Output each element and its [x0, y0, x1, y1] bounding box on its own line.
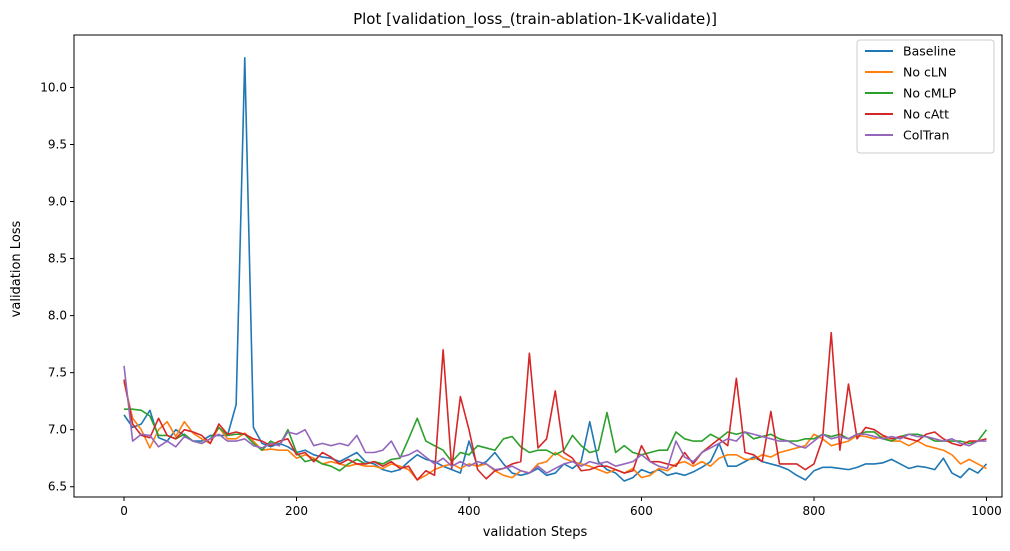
legend-label: No cLN: [903, 65, 947, 80]
x-tick-label: 800: [803, 504, 826, 518]
legend: Baseline No cLN No cMLP No cAtt ColTran: [856, 39, 995, 154]
x-tick-label: 1000: [971, 504, 1002, 518]
x-tick-label: 0: [120, 504, 128, 518]
y-axis-label: validation Loss: [9, 220, 24, 317]
x-tick-label: 600: [630, 504, 653, 518]
series-line-no-cln: [123, 381, 987, 481]
legend-label: Baseline: [903, 44, 956, 59]
series-layer: [123, 57, 988, 482]
legend-label: No cAtt: [903, 107, 949, 122]
y-tick-label: 8.0: [48, 309, 67, 323]
y-tick-label: 7.5: [48, 366, 67, 380]
legend-label: No cMLP: [903, 86, 957, 101]
legend-label: ColTran: [903, 128, 949, 143]
y-tick-label: 7.0: [48, 423, 67, 437]
series-line-coltran: [123, 365, 987, 474]
y-tick-label: 8.5: [48, 252, 67, 266]
y-tick-label: 9.5: [48, 138, 67, 152]
y-tick-label: 6.5: [48, 480, 67, 494]
legend-box: [856, 39, 995, 154]
x-tick-label: 200: [285, 504, 308, 518]
x-tick-label: 400: [458, 504, 481, 518]
y-tick-label: 10.0: [40, 80, 67, 94]
plot-frame: [73, 34, 1003, 498]
chart-title: Plot [validation_loss_(train-ablation-1K…: [353, 10, 717, 29]
y-tick-label: 9.0: [48, 195, 67, 209]
axes-layer: 0 200 400 600 800 1000 6.5 7.0 7.5 8.0 8.5 9.0 9.5 10…: [40, 34, 1003, 518]
x-axis-label: validation Steps: [483, 525, 588, 540]
